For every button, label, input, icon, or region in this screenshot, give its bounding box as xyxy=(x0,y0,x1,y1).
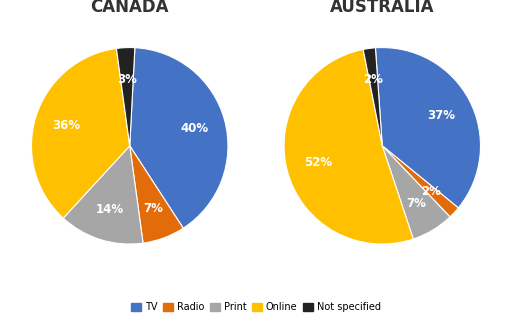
Wedge shape xyxy=(382,146,458,217)
Title: CANADA: CANADA xyxy=(91,0,169,16)
Wedge shape xyxy=(363,48,382,146)
Text: 7%: 7% xyxy=(143,202,163,215)
Wedge shape xyxy=(130,48,228,228)
Text: 7%: 7% xyxy=(407,197,426,210)
Wedge shape xyxy=(32,49,130,218)
Wedge shape xyxy=(130,146,183,243)
Text: 2%: 2% xyxy=(421,185,441,198)
Wedge shape xyxy=(375,48,480,208)
Title: AUSTRALIA: AUSTRALIA xyxy=(330,0,435,16)
Text: 2%: 2% xyxy=(364,73,383,86)
Text: 40%: 40% xyxy=(180,122,208,135)
Wedge shape xyxy=(284,50,413,244)
Wedge shape xyxy=(116,48,135,146)
Wedge shape xyxy=(382,146,450,239)
Text: 14%: 14% xyxy=(96,203,124,216)
Text: 3%: 3% xyxy=(117,73,137,86)
Text: 52%: 52% xyxy=(304,156,332,169)
Text: 37%: 37% xyxy=(428,109,456,122)
Legend: TV, Radio, Print, Online, Not specified: TV, Radio, Print, Online, Not specified xyxy=(127,298,385,316)
Wedge shape xyxy=(63,146,143,244)
Text: 36%: 36% xyxy=(52,119,80,132)
